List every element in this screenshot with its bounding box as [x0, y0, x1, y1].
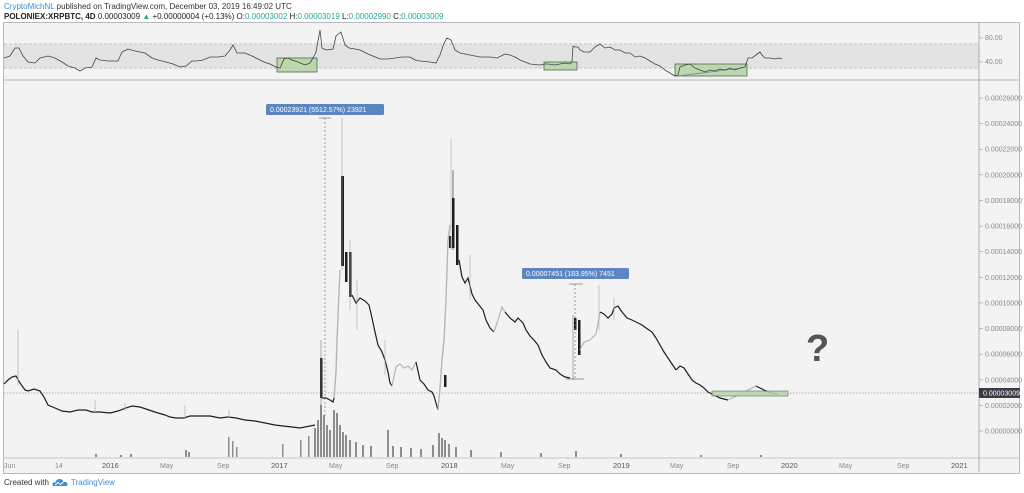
published-text: published on TradingView.com, December 0… — [56, 2, 292, 11]
open-value: 0.00003002 — [245, 12, 288, 21]
time-tick: 2021 — [951, 461, 968, 470]
price-tick: 0.00024000 — [985, 121, 1022, 128]
open-label: O: — [236, 12, 245, 21]
measure-label-2: 0.00007451 (183.95%) 7451 — [526, 271, 615, 278]
up-arrow-icon: ▲ — [142, 12, 151, 21]
time-tick: May — [329, 463, 343, 470]
created-with-text: Created with — [4, 478, 49, 487]
price-tick: 0.00002000 — [985, 403, 1022, 410]
measure-label-1: 0.00023921 (5512.57%) 23921 — [270, 107, 367, 114]
chart-frame[interactable] — [3, 22, 1020, 474]
measure-label-bg — [266, 104, 384, 115]
rsi-line — [3, 29, 783, 77]
rsi-highlight-box — [276, 57, 318, 73]
high-label: H: — [289, 12, 298, 21]
time-tick: Sep — [727, 463, 740, 470]
support-zone — [711, 390, 789, 397]
price-axis[interactable]: 0.00026000 0.00024000 0.00022000 0.00020… — [979, 96, 1022, 436]
time-tick: 2018 — [441, 461, 458, 470]
time-tick: 2019 — [613, 461, 630, 470]
last-price: 0.00003009 — [97, 12, 141, 21]
symbol-ohlc-line: POLONIEX:XRPBTC, 4D 0.00003009 ▲ +0.0000… — [4, 12, 443, 21]
volume-bars — [95, 405, 762, 457]
close-value: 0.00003009 — [401, 12, 444, 21]
time-tick: Sep — [558, 463, 571, 470]
time-tick: 2020 — [781, 461, 798, 470]
time-tick: May — [501, 463, 515, 470]
price-change: +0.00000004 (+0.13%) — [152, 12, 235, 21]
price-tick: 0.00008000 — [985, 326, 1022, 333]
current-price-badge — [979, 388, 1020, 398]
price-tick: 0.00014000 — [985, 249, 1022, 256]
tradingview-cloud-icon — [52, 479, 68, 486]
rsi-highlight-box — [543, 61, 578, 71]
time-tick: May — [670, 463, 684, 470]
price-tick: 0.00012000 — [985, 275, 1022, 282]
price-tick: 0.00026000 — [985, 96, 1022, 103]
low-value: 0.00002990 — [348, 12, 391, 21]
time-axis[interactable]: Jun 14 2016 May Sep 2017 May Sep 2018 Ma… — [4, 461, 968, 470]
tradingview-link[interactable]: TradingView — [70, 478, 115, 487]
price-tick: 0.00010000 — [985, 300, 1022, 307]
time-tick: May — [839, 463, 853, 470]
symbol-label: POLONIEX:XRPBTC, 4D — [4, 12, 96, 21]
price-tick: 0.00016000 — [985, 224, 1022, 231]
rsi-tick-80: 80.00 — [985, 35, 1003, 42]
time-tick: May — [160, 463, 174, 470]
rsi-tick-40: 40.00 — [985, 59, 1003, 66]
measure-annotation-1[interactable]: 0.00023921 (5512.57%) 23921 — [266, 104, 384, 418]
time-tick: Sep — [217, 463, 230, 470]
time-tick: Sep — [386, 463, 399, 470]
price-candles — [3, 118, 789, 430]
price-tick: 0.00000000 — [985, 429, 1022, 436]
time-tick: 2016 — [102, 461, 119, 470]
close-label: C: — [393, 12, 402, 21]
measure-label-bg — [522, 268, 629, 279]
publish-info: CryptoMichNL published on TradingView.co… — [4, 2, 292, 11]
question-mark-annotation: ? — [806, 328, 829, 370]
time-tick: 14 — [55, 463, 63, 470]
price-tick: 0.00018000 — [985, 198, 1022, 205]
time-tick: 2017 — [271, 461, 288, 470]
author-link[interactable]: CryptoMichNL — [4, 2, 55, 11]
time-tick: Sep — [897, 463, 910, 470]
rsi-panel — [3, 29, 1020, 81]
price-tick: 0.00004000 — [985, 377, 1022, 384]
current-price-label: 0.00003009 — [983, 391, 1020, 398]
rsi-axis: 80.00 40.00 — [979, 35, 1003, 66]
footer: Created with TradingView — [4, 478, 115, 487]
price-tick: 0.00006000 — [985, 352, 1022, 359]
low-label: L: — [342, 12, 349, 21]
time-tick: Jun — [4, 463, 15, 470]
price-tick: 0.00022000 — [985, 147, 1022, 154]
rsi-band — [4, 44, 979, 68]
measure-annotation-2[interactable]: 0.00007451 (183.95%) 7451 — [522, 268, 629, 380]
high-value: 0.00003019 — [297, 12, 340, 21]
price-tick: 0.00020000 — [985, 172, 1022, 179]
